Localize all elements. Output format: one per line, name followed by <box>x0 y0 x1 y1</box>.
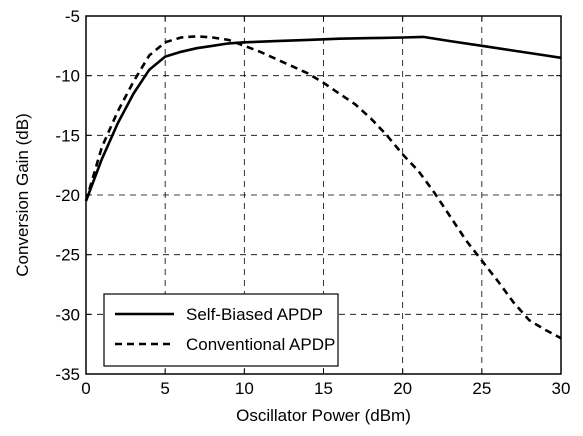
y-tick-label: -10 <box>55 67 80 86</box>
series-line-1 <box>84 35 562 340</box>
y-tick-label: -25 <box>55 246 80 265</box>
x-tick-label: 15 <box>314 379 333 398</box>
legend-box <box>103 293 339 367</box>
y-tick-label: -35 <box>55 365 80 384</box>
legend: Self-Biased APDP Conventional APDP <box>103 293 339 367</box>
x-tick-label: 10 <box>235 379 254 398</box>
x-tick-label: 0 <box>81 379 90 398</box>
x-tick-label: 20 <box>393 379 412 398</box>
y-tick-label: -5 <box>65 7 80 26</box>
y-tick-label: -20 <box>55 186 80 205</box>
x-tick-label: 30 <box>552 379 571 398</box>
series-line-0 <box>84 35 562 202</box>
legend-entry-conventional: Conventional APDP <box>186 335 335 354</box>
x-tick-label: 25 <box>472 379 491 398</box>
y-tick-label: -30 <box>55 305 80 324</box>
legend-entry-self-biased: Self-Biased APDP <box>186 305 323 324</box>
y-axis-label: Conversion Gain (dB) <box>13 113 32 276</box>
x-axis-label: Oscillator Power (dBm) <box>236 406 411 425</box>
series-layer <box>84 35 562 340</box>
ticks-layer: 0 5 10 15 20 25 30 -35 -30 -25 -20 -15 -10 -5 <box>55 7 570 398</box>
y-tick-label: -15 <box>55 126 80 145</box>
x-tick-label: 5 <box>160 379 169 398</box>
